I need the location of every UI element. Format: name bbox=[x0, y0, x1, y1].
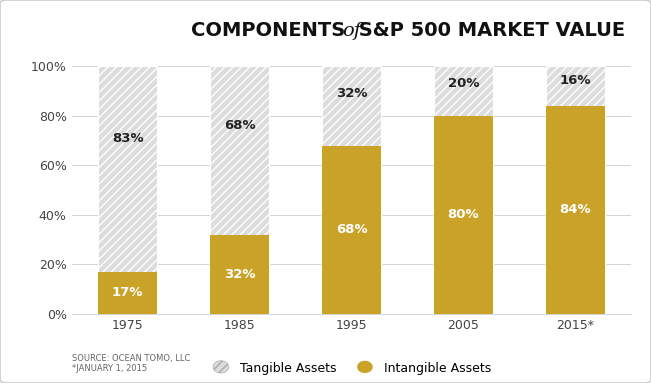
Bar bbox=[322, 66, 381, 314]
Bar bbox=[210, 66, 269, 314]
Text: 32%: 32% bbox=[336, 87, 367, 100]
Bar bbox=[546, 106, 605, 314]
Bar bbox=[210, 235, 269, 314]
Legend: Tangible Assets, Intangible Assets: Tangible Assets, Intangible Assets bbox=[208, 358, 495, 378]
Bar bbox=[98, 66, 157, 314]
Text: 68%: 68% bbox=[224, 119, 255, 132]
Text: 80%: 80% bbox=[448, 208, 479, 221]
Bar bbox=[434, 116, 493, 314]
Text: 84%: 84% bbox=[560, 203, 591, 216]
Bar bbox=[434, 66, 493, 314]
Text: of: of bbox=[342, 22, 361, 40]
Text: 32%: 32% bbox=[224, 268, 255, 281]
Text: SOURCE: OCEAN TOMO, LLC
*JANUARY 1, 2015: SOURCE: OCEAN TOMO, LLC *JANUARY 1, 2015 bbox=[72, 354, 190, 373]
Text: 16%: 16% bbox=[560, 74, 591, 87]
Text: 68%: 68% bbox=[336, 223, 367, 236]
Text: 83%: 83% bbox=[112, 132, 143, 145]
Text: S&P 500 MARKET VALUE: S&P 500 MARKET VALUE bbox=[352, 21, 625, 41]
Bar bbox=[322, 146, 381, 314]
Bar bbox=[546, 66, 605, 314]
Text: COMPONENTS: COMPONENTS bbox=[191, 21, 352, 41]
Bar bbox=[98, 272, 157, 314]
Text: 20%: 20% bbox=[448, 77, 479, 90]
Text: 17%: 17% bbox=[112, 286, 143, 300]
